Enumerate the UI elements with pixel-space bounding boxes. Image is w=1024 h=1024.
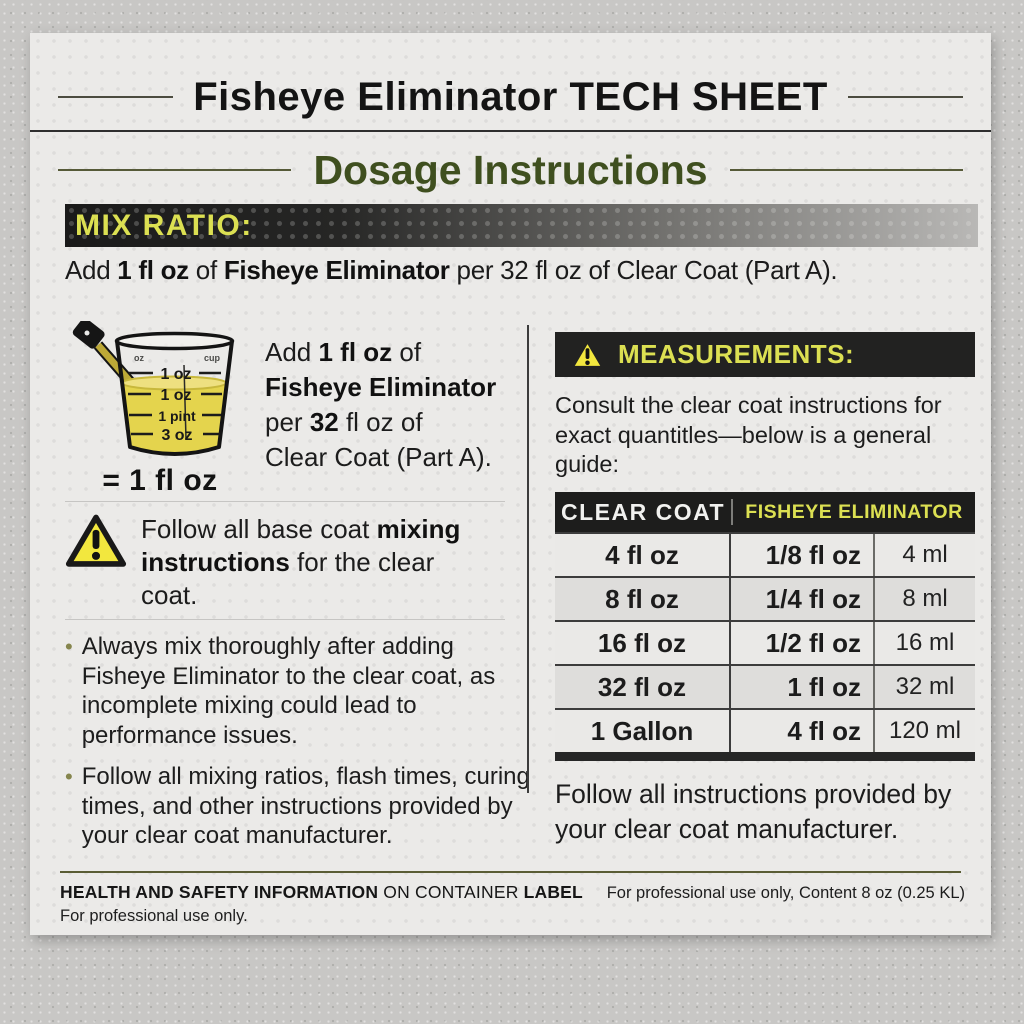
measurements-intro: Consult the clear coat instructions for …: [555, 392, 942, 477]
measuring-cup-block: oz cup 1 oz 1 oz 1 pint 3 oz = 1 fl oz: [65, 318, 255, 498]
cell-fisheye-oz: 1 fl oz: [731, 666, 875, 708]
measuring-cup-icon: oz cup 1 oz 1 oz 1 pint 3 oz: [72, 318, 235, 456]
cup-rim: [114, 331, 235, 351]
cell-fisheye-ml: 4 ml: [902, 541, 948, 568]
left-divider-1: [65, 501, 505, 502]
cup-scale-right: cup: [204, 353, 221, 363]
cup-equals-label: = 1 fl oz: [102, 464, 218, 497]
title-left-rule: [58, 96, 174, 98]
mix-ratio-banner: MIX RATIO:: [65, 204, 978, 247]
cell-fisheye-ml: 32 ml: [895, 673, 955, 700]
footer-line-1: HEALTH AND SAFETY INFORMATION ON CONTAIN…: [60, 882, 965, 903]
mix-amount: 1 fl oz: [117, 255, 189, 285]
footer-text: ON CONTAINER: [378, 882, 524, 902]
table-row: 1 Gallon 4 fl oz 120 ml: [555, 708, 975, 752]
table-row: 16 fl oz 1/2 fl oz 16 ml: [555, 620, 975, 664]
header-divider: [30, 130, 991, 132]
list-item-text: Follow all mixing ratios, flash times, c…: [81, 763, 530, 849]
cup-tick-2: 1 oz: [160, 387, 191, 404]
warning-bold: mixing instructions: [141, 514, 461, 577]
dosage-text: Add 1 fl oz of Fisheye Eliminator per 32 f…: [265, 321, 496, 498]
cell-fisheye-ml: 16 ml: [895, 629, 955, 656]
header-separator: [731, 499, 733, 525]
dosage-table: CLEAR COAT FISHEYE ELIMINATOR 4 fl oz 1/…: [555, 492, 975, 761]
cell-fisheye-oz: 1/4 fl oz: [731, 578, 875, 620]
cup-tick-1: 1 oz: [160, 366, 191, 383]
liquid: [123, 383, 226, 454]
subtitle-left-rule: [58, 169, 292, 171]
cell-fisheye-oz: 4 fl oz: [731, 710, 875, 752]
cup-tick-3: 1 pint: [158, 408, 196, 424]
warning-icon: [570, 340, 605, 369]
title-right-rule: [847, 96, 964, 98]
column-header-clear-coat: CLEAR COAT: [560, 498, 726, 525]
warning-text-part: Follow all base coat: [141, 514, 377, 544]
dosage-product: Fisheye Eliminator: [265, 372, 497, 402]
mix-ratio-label: MIX RATIO:: [75, 208, 253, 242]
warning-text: Follow all base coat mixing instructions…: [141, 513, 491, 612]
cup-scale-left: oz: [134, 353, 144, 363]
dosage-amount: 1 fl oz: [318, 337, 393, 367]
measurements-banner: MEASUREMENTS:: [555, 332, 975, 377]
dosage-text-part: Add: [265, 337, 319, 367]
column-divider: [527, 325, 529, 793]
warning-icon: [65, 514, 127, 567]
cell-fisheye-ml: 120 ml: [888, 717, 962, 744]
subtitle-row: Dosage Instructions: [58, 145, 963, 195]
cell-clear-coat: 16 fl oz: [555, 622, 731, 664]
footer-bold: HEALTH AND SAFETY INFORMATION: [60, 882, 379, 902]
footer-divider: [60, 871, 961, 873]
table-row: 8 fl oz 1/4 fl oz 8 ml: [555, 576, 975, 620]
health-safety-note: HEALTH AND SAFETY INFORMATION ON CONTAIN…: [60, 882, 583, 903]
page-title: Fisheye Eliminator TECH SHEET: [193, 74, 828, 119]
list-item: Always mix thoroughly after adding Fishe…: [65, 632, 543, 750]
table-row: 4 fl oz 1/8 fl oz 4 ml: [555, 532, 975, 576]
mix-text: Add: [65, 255, 118, 285]
list-item: Follow all mixing ratios, flash times, c…: [65, 762, 543, 851]
footer-bold: LABEL: [523, 882, 583, 902]
mix-text: of: [188, 255, 224, 285]
notes-list: Always mix thoroughly after adding Fishe…: [65, 632, 543, 863]
table-header: CLEAR COAT FISHEYE ELIMINATOR: [555, 492, 975, 532]
footer-line-2: For professional use only.: [60, 907, 248, 925]
table-bottom-bar: [555, 752, 975, 761]
list-item-text: Always mix thoroughly after adding Fishe…: [81, 633, 496, 749]
dosage-volume: 32: [309, 407, 339, 437]
page-subtitle: Dosage Instructions: [313, 146, 708, 193]
table-row: 32 fl oz 1 fl oz 32 ml: [555, 664, 975, 708]
cell-clear-coat: 8 fl oz: [555, 578, 731, 620]
dosage-text-part: Clear Coat (Part A).: [265, 442, 492, 472]
content-note: For professional use only, Content 8 oz …: [606, 884, 965, 902]
column-header-fisheye: FISHEYE ELIMINATOR: [745, 500, 963, 523]
cell-clear-coat: 4 fl oz: [555, 534, 731, 576]
subtitle-right-rule: [729, 169, 963, 171]
title-row: Fisheye Eliminator TECH SHEET: [58, 73, 964, 121]
cup-tick-4: 3 oz: [161, 427, 192, 444]
cell-fisheye-oz: 1/8 fl oz: [731, 534, 875, 576]
left-divider-2: [65, 619, 505, 620]
tech-sheet-card: Fisheye Eliminator TECH SHEET Dosage Ins…: [30, 33, 991, 935]
dosage-text-part: of: [392, 337, 422, 367]
cup-outline: [115, 340, 234, 456]
cell-clear-coat: 1 Gallon: [555, 710, 731, 752]
cell-clear-coat: 32 fl oz: [555, 666, 731, 708]
mix-product: Fisheye Eliminator: [223, 255, 450, 285]
warning-row: Follow all base coat mixing instructions…: [65, 513, 515, 612]
dosage-text-part: fl oz of: [338, 407, 423, 437]
cell-fisheye-oz: 1/2 fl oz: [731, 622, 875, 664]
mix-ratio-sentence: Add 1 fl oz of Fisheye Eliminator per 32…: [65, 255, 838, 286]
dosage-infographic-row: oz cup 1 oz 1 oz 1 pint 3 oz = 1 fl oz A…: [65, 318, 525, 498]
dosage-text-part: per: [265, 407, 310, 437]
measurements-label: MEASUREMENTS:: [618, 339, 855, 369]
measurements-note: Follow all instructions provided by your…: [555, 779, 952, 844]
warning-text-part: for the clear coat.: [141, 547, 435, 610]
cell-fisheye-ml: 8 ml: [902, 585, 948, 612]
mix-text: per 32 fl oz of Clear Coat (Part A).: [449, 255, 838, 285]
